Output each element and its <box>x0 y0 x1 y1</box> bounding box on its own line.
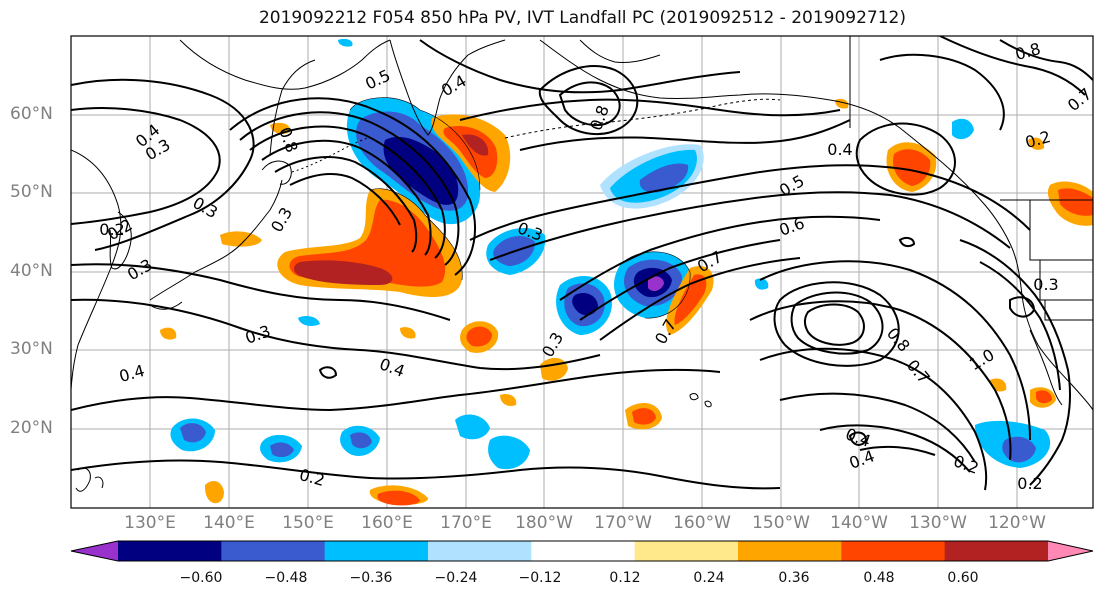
shade-red-baja <box>1036 390 1052 404</box>
shade-orange-blob-8 <box>500 394 517 406</box>
colorbar-outline <box>70 540 1094 562</box>
shade-medblue-sub-2 <box>270 442 294 458</box>
colorbar-tick-label: 0.24 <box>693 570 725 586</box>
shade-red-blob-4 <box>377 490 420 506</box>
colorbar-tick-label: −0.24 <box>434 570 478 586</box>
shade-red-blob-3 <box>632 408 656 425</box>
colorbar-tick-label: −0.60 <box>179 570 223 586</box>
shade-blue-blob-12 <box>338 38 353 47</box>
colorbar <box>70 540 1094 562</box>
colorbar-segment <box>944 541 1049 561</box>
colorbar-tick-label: 0.60 <box>947 570 979 586</box>
shade-medblue-sub-3 <box>350 432 372 449</box>
lon-label-180w: 180°W <box>515 513 573 533</box>
contour-label: 0.2 <box>99 220 124 239</box>
colorbar-segment <box>634 541 739 561</box>
lon-label-170e: 170°E <box>440 513 492 533</box>
lat-label-60n: 60°N <box>10 104 53 124</box>
lat-label-40n: 40°N <box>10 261 53 281</box>
colorbar-segment <box>118 541 222 561</box>
shade-navy-central <box>572 293 598 316</box>
colorbar-tick-label: −0.48 <box>264 570 308 586</box>
colorbar-tick-label: 0.48 <box>863 570 895 586</box>
lon-label-160w: 160°W <box>673 513 731 533</box>
shade-orange-coast-b <box>1028 137 1045 150</box>
shade-red-blob-1 <box>466 326 492 347</box>
shade-darkred-kamchatka <box>462 134 489 156</box>
colorbar-tick-label: −0.36 <box>349 570 393 586</box>
lat-label-50n: 50°N <box>10 182 53 202</box>
lon-label-140w: 140°W <box>830 513 888 533</box>
ivt-contours <box>71 36 1093 491</box>
shade-red-gulf <box>892 149 931 186</box>
coastlines <box>71 36 1093 492</box>
colorbar-arrow-high <box>1048 541 1093 561</box>
lat-label-20n: 20°N <box>10 418 53 438</box>
colorbar-segment <box>531 541 636 561</box>
lon-label-130w: 130°W <box>909 513 967 533</box>
shade-orange-blob-6 <box>220 231 262 247</box>
lon-label-170w: 170°W <box>594 513 652 533</box>
colorbar-tick-label: −0.12 <box>518 570 562 586</box>
shade-orange-blob-5 <box>204 480 224 504</box>
colorbar-segment <box>841 541 946 561</box>
shade-medblue-sub-1 <box>180 423 206 443</box>
contour-label: 0.4 <box>827 140 852 159</box>
shade-blue-sub-5 <box>488 435 530 470</box>
shade-blue-sub-4 <box>455 414 490 440</box>
shade-purple-central-b <box>648 276 664 292</box>
contour-label: 0.3 <box>1033 275 1058 294</box>
shade-blue-blob-14 <box>754 278 769 290</box>
pv-outline <box>349 97 691 319</box>
shade-red-central <box>674 274 707 325</box>
shade-navy-okhotsk <box>383 136 459 205</box>
lat-label-30n: 30°N <box>10 339 53 359</box>
shade-blue-blob-15 <box>298 316 320 326</box>
colorbar-segment <box>221 541 326 561</box>
colorbar-tick-label: 0.36 <box>778 570 810 586</box>
lon-label-150w: 150°W <box>752 513 810 533</box>
colorbar-segment <box>738 541 842 561</box>
shade-darkred-japan <box>294 260 393 285</box>
shade-orange-blob-13 <box>160 327 177 340</box>
contour-label: 0.2 <box>1017 474 1042 493</box>
lon-label-150e: 150°E <box>282 513 334 533</box>
shade-orange-blob-9 <box>400 327 416 339</box>
shade-medblue-aleutian <box>639 163 689 193</box>
map-title: 2019092212 F054 850 hPa PV, IVT Landfall… <box>258 8 906 28</box>
colorbar-segment <box>324 541 429 561</box>
colorbar-arrow-low <box>71 541 118 561</box>
lon-label-130e: 130°E <box>124 513 176 533</box>
shade-blue-gulf <box>952 118 974 140</box>
lon-label-160e: 160°E <box>361 513 413 533</box>
lon-label-140e: 140°E <box>203 513 255 533</box>
lon-label-120w: 120°W <box>988 513 1046 533</box>
shade-red-coast <box>1058 188 1093 216</box>
colorbar-segment <box>428 541 532 561</box>
colorbar-tick-label: 0.12 <box>609 570 641 586</box>
map-frame <box>70 35 1094 509</box>
